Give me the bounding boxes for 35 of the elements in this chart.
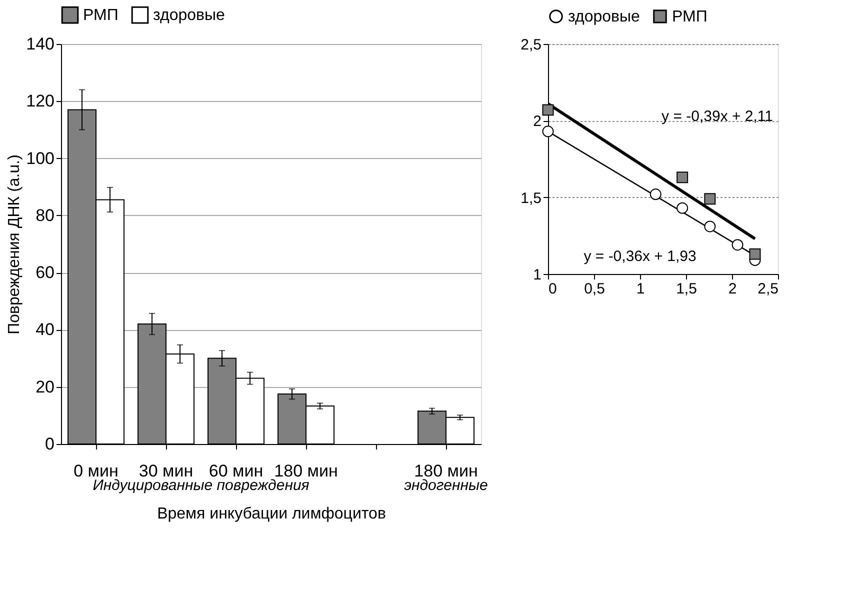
y-tick-label: 20 xyxy=(36,377,54,396)
y-tick-label: 120 xyxy=(26,92,54,111)
x-tick-label: 1 xyxy=(636,280,645,298)
legend-label: здоровые xyxy=(568,8,640,26)
y-tick-label: 2 xyxy=(533,113,542,130)
legend-label: РМП xyxy=(83,7,118,24)
y-tick-label: 40 xyxy=(36,320,54,340)
point xyxy=(732,239,744,251)
y-axis-title: Повреждения ДНК (a.u.) xyxy=(6,154,24,334)
point xyxy=(542,104,554,116)
y-tick-label: 0 xyxy=(45,434,54,454)
x-tick-label: 2,5 xyxy=(758,280,778,298)
x-tick-label: 0 xyxy=(548,280,557,298)
point xyxy=(704,193,716,205)
x-tick-label: 0,5 xyxy=(584,280,605,298)
y-tick-label: 2,5 xyxy=(520,36,542,54)
x-axis-title: Время инкубации лимфоцитов xyxy=(157,506,386,522)
x-tick-label: 2 xyxy=(728,280,737,298)
y-tick-label: 140 xyxy=(26,34,54,54)
y-tick-label: 60 xyxy=(36,263,54,282)
point xyxy=(704,220,716,232)
point xyxy=(650,188,662,200)
point xyxy=(676,202,688,214)
legend-label: здоровые xyxy=(153,7,226,24)
y-tick-label: 80 xyxy=(36,206,54,225)
annotation: y = -0,36x + 1,93 xyxy=(584,248,696,265)
point xyxy=(542,126,554,138)
y-tick-label: 1 xyxy=(533,266,542,284)
point xyxy=(676,172,688,184)
annotation: y = -0,39x + 2,11 xyxy=(662,108,773,125)
legend-label: РМП xyxy=(672,8,708,26)
point xyxy=(749,248,761,260)
y-tick-label: 1,5 xyxy=(520,190,542,207)
y-tick-label: 100 xyxy=(26,148,54,168)
x-tick-label: 1,5 xyxy=(676,280,697,298)
